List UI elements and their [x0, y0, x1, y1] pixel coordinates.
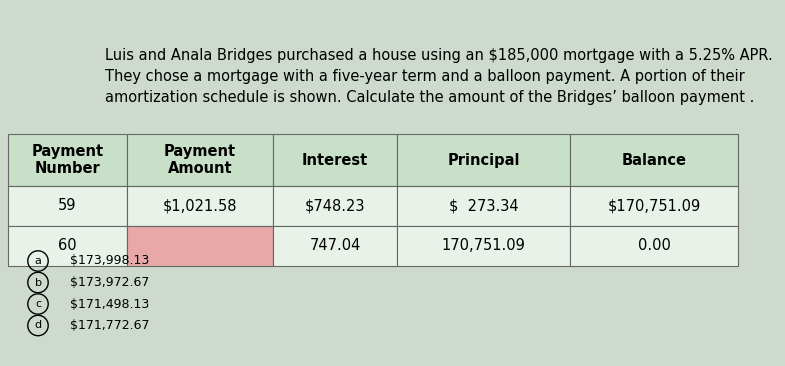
Text: $171,772.67: $171,772.67 [70, 319, 149, 332]
Text: $  273.34: $ 273.34 [449, 198, 519, 213]
Text: 747.04: 747.04 [309, 239, 361, 254]
Text: $173,998.13: $173,998.13 [70, 254, 149, 268]
Text: $170,751.09: $170,751.09 [608, 198, 701, 213]
Text: c: c [35, 299, 41, 309]
Text: Interest: Interest [302, 153, 368, 168]
Text: Luis and Anala Bridges purchased a house using an $185,000 mortgage with a 5.25%: Luis and Anala Bridges purchased a house… [105, 48, 773, 105]
Text: 0.00: 0.00 [637, 239, 670, 254]
Text: b: b [35, 277, 42, 288]
Text: $1,021.58: $1,021.58 [162, 198, 237, 213]
Text: 170,751.09: 170,751.09 [442, 239, 526, 254]
Text: $171,498.13: $171,498.13 [70, 298, 149, 310]
Text: 59: 59 [58, 198, 77, 213]
Text: Principal: Principal [447, 153, 520, 168]
Text: $748.23: $748.23 [305, 198, 365, 213]
Text: 60: 60 [58, 239, 77, 254]
Text: Payment
Amount: Payment Amount [164, 144, 236, 176]
Text: Balance: Balance [622, 153, 687, 168]
Text: Payment
Number: Payment Number [31, 144, 104, 176]
Text: d: d [35, 321, 42, 330]
Text: $173,972.67: $173,972.67 [70, 276, 149, 289]
Text: a: a [35, 256, 42, 266]
